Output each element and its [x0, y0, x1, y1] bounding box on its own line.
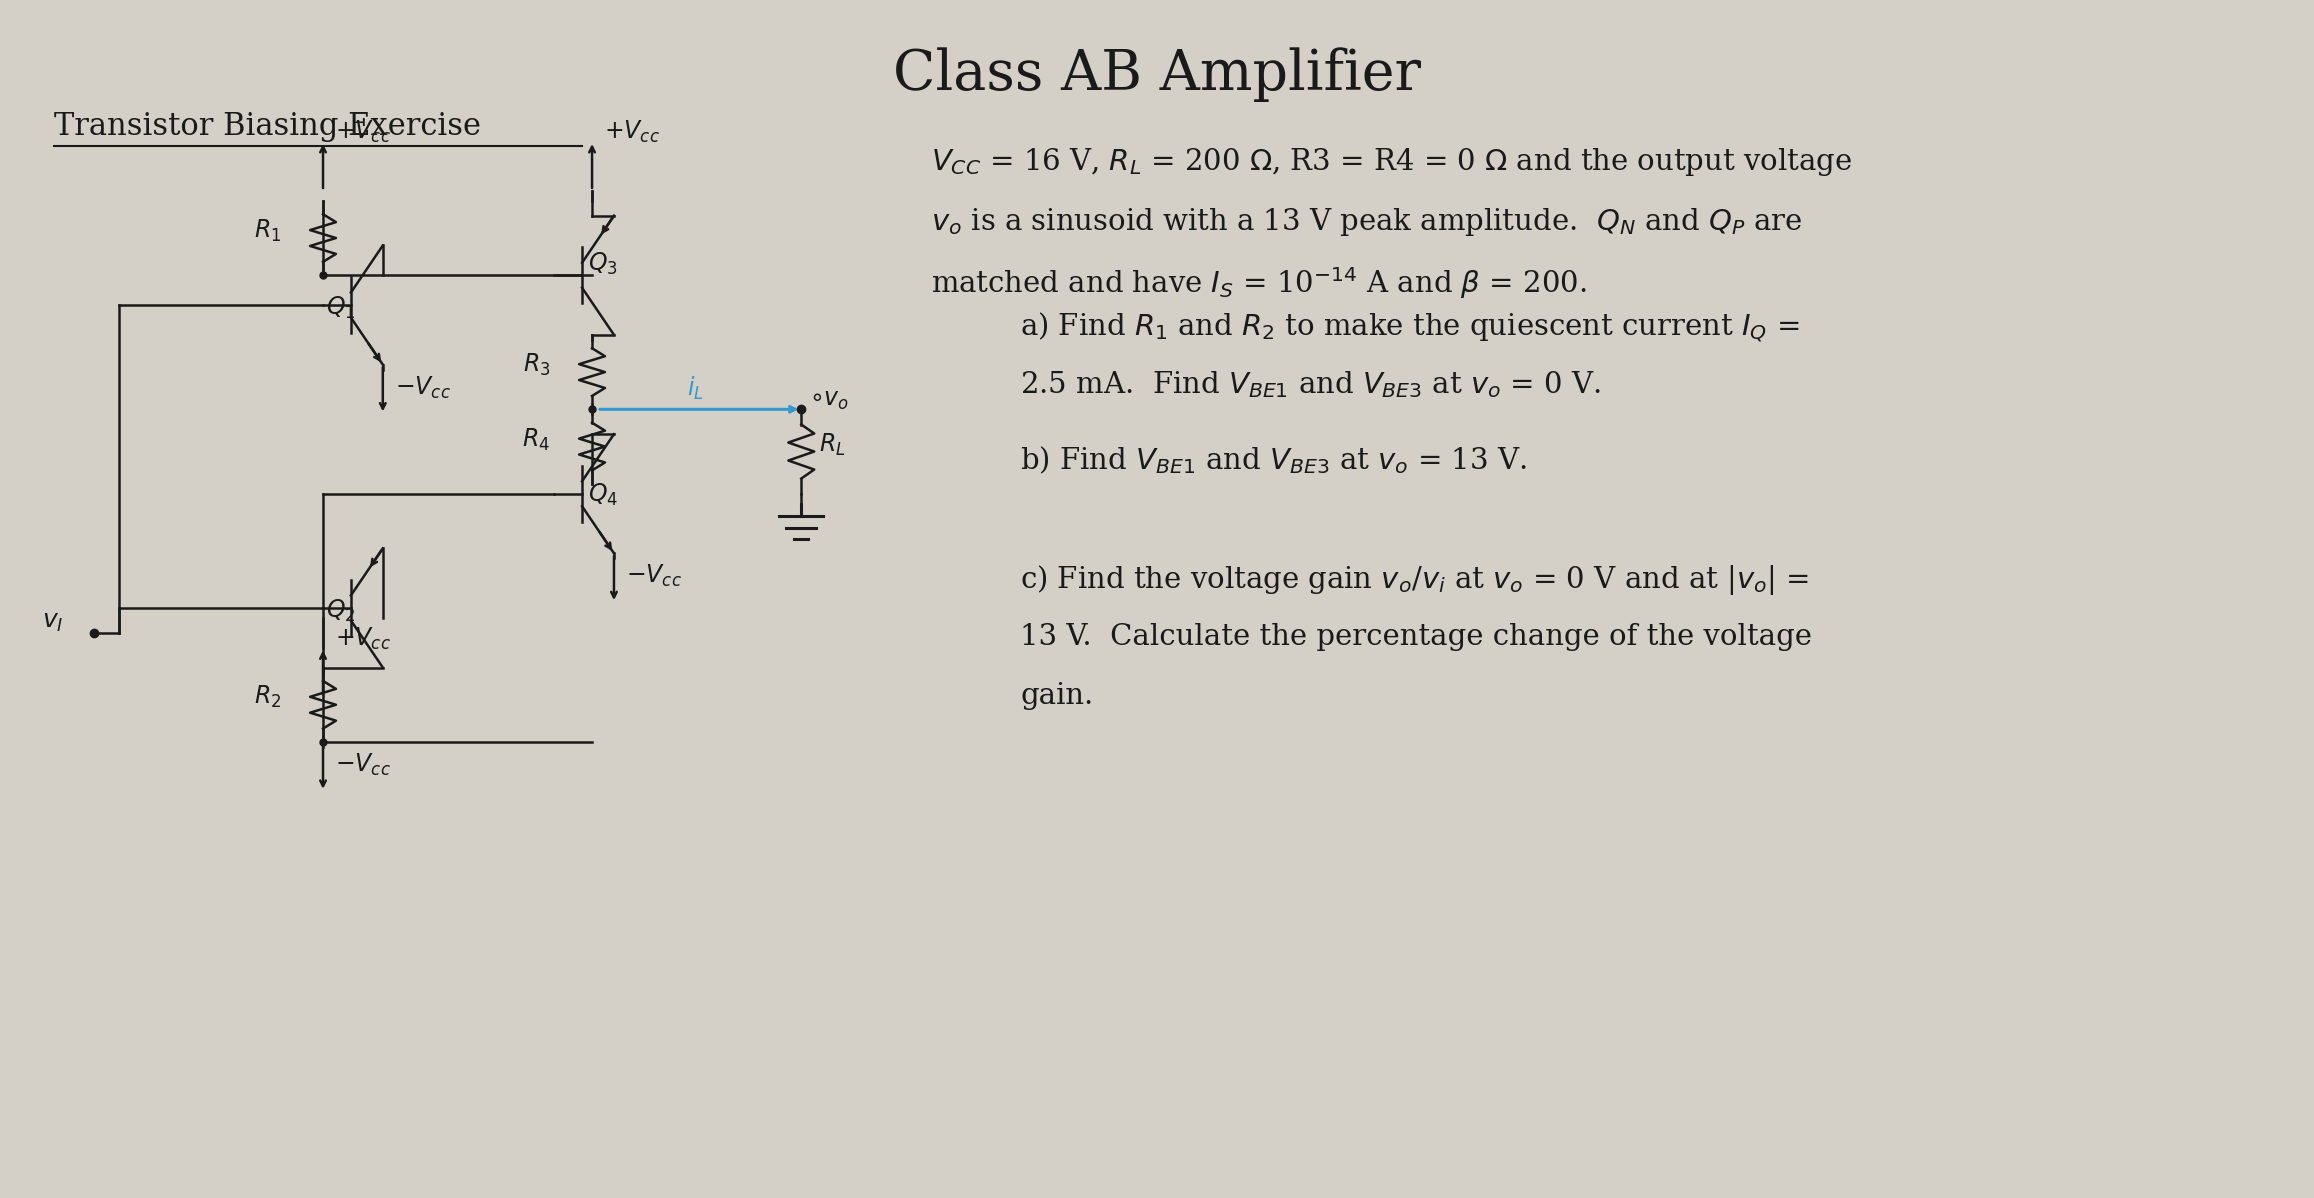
Text: $+V_{cc}$: $+V_{cc}$ — [336, 120, 391, 145]
Text: gain.: gain. — [1020, 683, 1095, 710]
Text: $V_{CC}$ = 16 V, $R_L$ = 200 $\Omega$, R3 = R4 = 0 $\Omega$ and the output volta: $V_{CC}$ = 16 V, $R_L$ = 200 $\Omega$, R… — [930, 146, 1851, 179]
Text: $-V_{cc}$: $-V_{cc}$ — [396, 375, 451, 400]
Text: $Q_1$: $Q_1$ — [326, 295, 356, 321]
Text: $v_I$: $v_I$ — [42, 611, 62, 634]
Text: a) Find $R_1$ and $R_2$ to make the quiescent current $I_Q$ =: a) Find $R_1$ and $R_2$ to make the quie… — [1020, 310, 1800, 344]
Text: $Q_4$: $Q_4$ — [588, 482, 618, 508]
Text: $+V_{cc}$: $+V_{cc}$ — [604, 120, 659, 145]
Text: $R_L$: $R_L$ — [819, 431, 847, 458]
Text: $R_4$: $R_4$ — [523, 426, 551, 453]
Text: 13 V.  Calculate the percentage change of the voltage: 13 V. Calculate the percentage change of… — [1020, 623, 1812, 651]
Text: $R_1$: $R_1$ — [255, 218, 282, 243]
Text: $-V_{cc}$: $-V_{cc}$ — [625, 563, 683, 589]
Text: 2.5 mA.  Find $V_{BE1}$ and $V_{BE3}$ at $v_o$ = 0 V.: 2.5 mA. Find $V_{BE1}$ and $V_{BE3}$ at … — [1020, 370, 1601, 400]
Text: $Q_2$: $Q_2$ — [326, 598, 356, 624]
Text: $Q_3$: $Q_3$ — [588, 250, 618, 277]
Text: $R_3$: $R_3$ — [523, 352, 551, 379]
Text: $\circ v_o$: $\circ v_o$ — [810, 388, 849, 412]
Text: $-V_{cc}$: $-V_{cc}$ — [336, 752, 391, 778]
Text: matched and have $I_S$ = 10$^{-14}$ A and $\beta$ = 200.: matched and have $I_S$ = 10$^{-14}$ A an… — [930, 265, 1587, 301]
Text: $R_2$: $R_2$ — [255, 684, 282, 710]
Text: $+V_{cc}$: $+V_{cc}$ — [336, 625, 391, 652]
Text: $i_L$: $i_L$ — [687, 375, 703, 401]
Text: c) Find the voltage gain $v_o$/$v_i$ at $v_o$ = 0 V and at |$v_o$| =: c) Find the voltage gain $v_o$/$v_i$ at … — [1020, 563, 1810, 598]
Text: $v_o$ is a sinusoid with a 13 V peak amplitude.  $Q_N$ and $Q_P$ are: $v_o$ is a sinusoid with a 13 V peak amp… — [930, 206, 1803, 237]
Text: b) Find $V_{BE1}$ and $V_{BE3}$ at $v_o$ = 13 V.: b) Find $V_{BE1}$ and $V_{BE3}$ at $v_o$… — [1020, 444, 1527, 476]
Text: Transistor Biasing Exercise: Transistor Biasing Exercise — [53, 111, 481, 143]
Text: Class AB Amplifier: Class AB Amplifier — [893, 47, 1421, 102]
